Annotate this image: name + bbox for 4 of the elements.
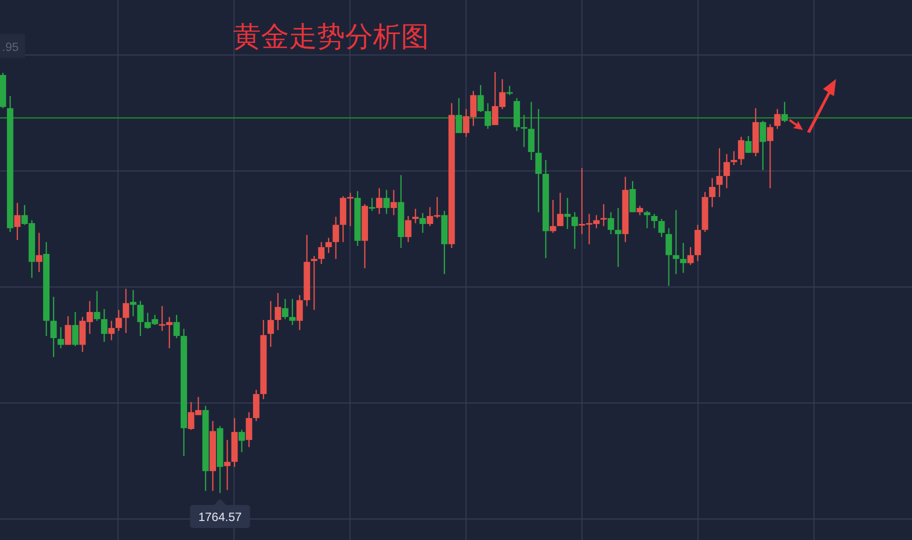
annotation: 1764.57	[190, 499, 250, 528]
annotation: 1764.57	[198, 510, 242, 524]
annotation: .95	[0, 34, 25, 58]
title: 黄金走势分析图	[233, 20, 429, 53]
